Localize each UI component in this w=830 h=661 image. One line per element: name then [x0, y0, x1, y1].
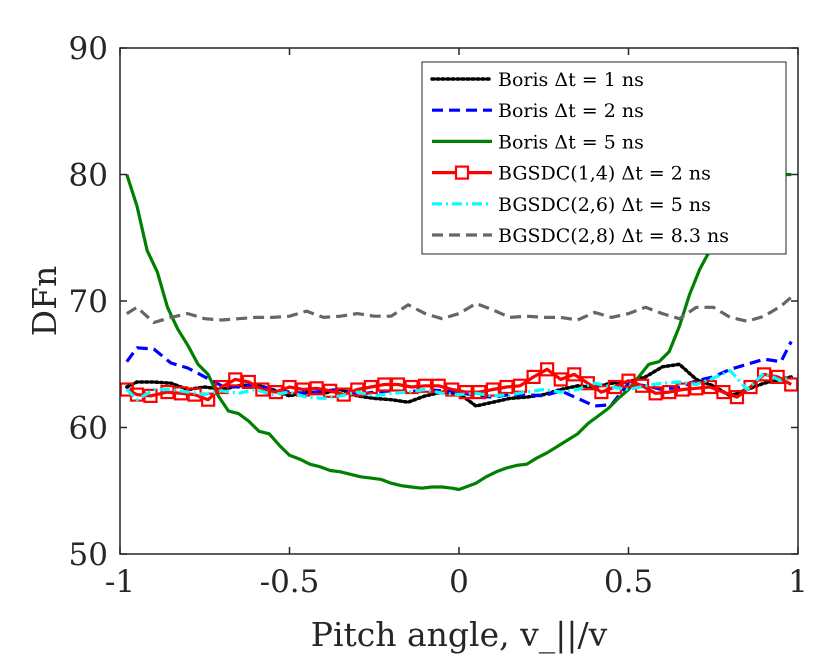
series-line-4 [125, 369, 792, 402]
series-marker [540, 362, 555, 377]
series-marker [404, 379, 419, 395]
series-layer [120, 172, 798, 492]
series-marker [445, 382, 460, 397]
y-axis-label: DFn [25, 266, 64, 337]
series-marker [784, 377, 798, 392]
series-marker [621, 373, 636, 388]
series-marker [363, 379, 378, 395]
series-marker [214, 379, 229, 395]
series-marker [309, 381, 324, 396]
y-tick-label: 70 [69, 284, 108, 320]
series-marker [485, 382, 500, 397]
legend-label-4: BGSDC(2,6) Δt = 5 ns [498, 194, 711, 216]
series-marker [662, 384, 677, 400]
legend-label-5: BGSDC(2,8) Δt = 8.3 ns [498, 225, 729, 247]
x-tick-label: -1 [105, 564, 135, 600]
series-marker [160, 384, 175, 400]
series-marker [634, 378, 650, 393]
y-tick-label: 60 [69, 411, 108, 447]
legend-label-1: Boris Δt = 2 ns [498, 100, 644, 122]
x-tick-label: 0.5 [604, 564, 653, 600]
series-marker [499, 379, 514, 395]
series-marker [418, 378, 433, 393]
series-marker [553, 372, 568, 387]
series-marker [756, 367, 772, 382]
series-marker [458, 384, 473, 400]
series-marker [729, 390, 745, 405]
x-tick-label: -0.5 [260, 564, 320, 600]
legend-label-2: Boris Δt = 5 ns [498, 131, 644, 153]
series-line-1 [125, 340, 793, 408]
legend-label-0: Boris Δt = 1 ns [498, 69, 644, 91]
series-marker [350, 382, 365, 397]
x-axis-label: Pitch angle, v_||/v [311, 615, 608, 655]
series-marker [472, 384, 487, 400]
legend-marker-3 [454, 165, 470, 180]
x-tick-label: 1 [788, 564, 808, 600]
series-marker [567, 367, 582, 382]
x-tick-label: 0 [449, 564, 469, 600]
legend: Boris Δt = 1 ns Boris Δt = 2 ns Boris Δt =… [421, 61, 787, 255]
y-tick-label: 50 [69, 537, 108, 573]
series-marker [702, 379, 717, 395]
legend-box [421, 61, 787, 255]
series-marker [648, 386, 663, 401]
ticks-layer [119, 47, 799, 555]
x-tick-labels: -1 -0.5 0 0.5 1 [105, 564, 808, 600]
series-marker [377, 377, 392, 392]
series-marker [323, 383, 338, 398]
series-marker [770, 369, 785, 384]
series-marker [675, 382, 690, 397]
series-marker [282, 379, 297, 395]
series-marker [390, 377, 406, 392]
series-marker [689, 381, 704, 396]
series-line-2 [125, 172, 792, 492]
y-tick-label: 90 [69, 31, 108, 67]
series-marker [228, 372, 243, 387]
series-marker [241, 374, 256, 390]
y-tick-label: 80 [69, 158, 108, 194]
y-tick-labels: 50 60 70 80 90 [69, 31, 108, 573]
legend-label-3: BGSDC(1,4) Δt = 2 ns [498, 163, 711, 185]
series-marker [716, 384, 731, 400]
series-marker [336, 387, 351, 402]
series-marker [526, 369, 541, 384]
series-marker [255, 382, 270, 397]
